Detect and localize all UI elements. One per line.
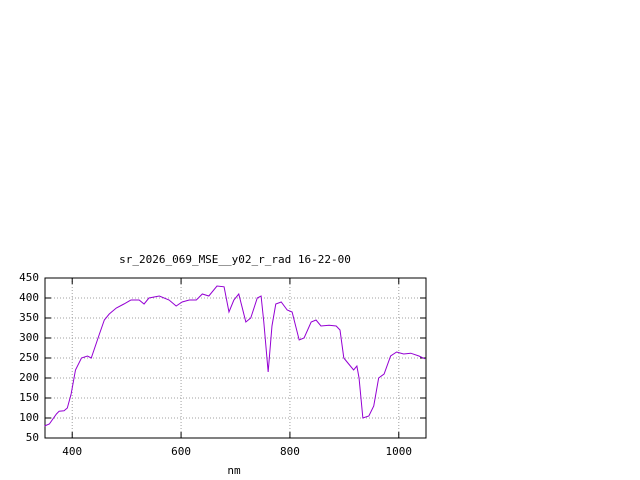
x-tick-label: 400 [62,445,82,458]
y-tick-label: 150 [19,391,39,404]
y-tick-label: 200 [19,371,39,384]
x-tick-label: 600 [171,445,191,458]
x-tick-label: 800 [280,445,300,458]
y-tick-label: 350 [19,311,39,324]
y-tick-label: 300 [19,331,39,344]
y-tick-label: 400 [19,291,39,304]
x-tick-label: 1000 [386,445,413,458]
line-series [44,285,426,427]
y-tick-label: 50 [26,431,39,444]
y-tick-label: 450 [19,271,39,284]
y-tick-label: 100 [19,411,39,424]
chart-title: sr_2026_069_MSE__y02_r_rad 16-22-00 [119,253,351,266]
plot-border [44,277,427,439]
y-tick-label: 250 [19,351,39,364]
x-axis-label: nm [227,464,241,477]
